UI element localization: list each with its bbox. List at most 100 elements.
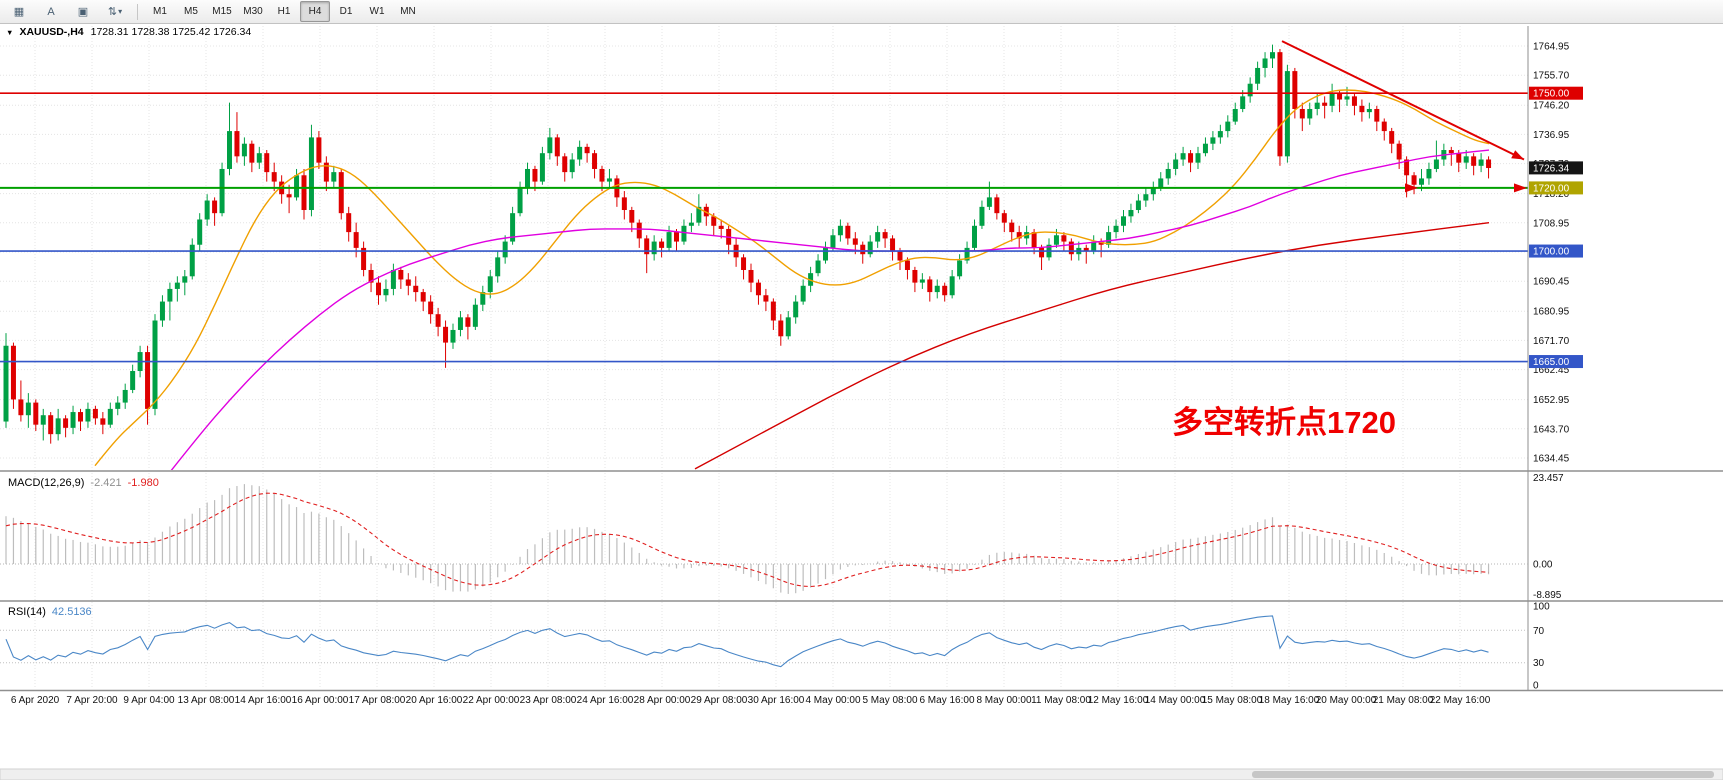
candle-body bbox=[159, 301, 165, 321]
date-label: 13 Apr 08:00 bbox=[178, 695, 235, 706]
price-tick-label: 1662.45 bbox=[1533, 365, 1570, 376]
timeframe-button-m1[interactable]: M1 bbox=[153, 6, 167, 17]
candle-body bbox=[465, 317, 471, 327]
annotation-text[interactable]: 多空转折点1720 bbox=[1172, 405, 1396, 440]
candle-body bbox=[1113, 225, 1119, 233]
candle-body bbox=[539, 153, 545, 182]
arrow-on-1720-line-icon bbox=[1405, 183, 1418, 193]
candle-body bbox=[204, 200, 210, 220]
date-label: 21 May 08:00 bbox=[1373, 695, 1434, 706]
candle-body bbox=[860, 244, 866, 255]
candle-body bbox=[875, 232, 881, 242]
collapse-arrow-icon[interactable]: ▼ bbox=[6, 28, 13, 37]
timeframe-button-mn[interactable]: MN bbox=[400, 6, 416, 17]
timeframe-button-d1[interactable]: D1 bbox=[339, 6, 353, 17]
candle-body bbox=[182, 276, 188, 283]
menu-grid-icon-button[interactable]: ▦ bbox=[4, 1, 34, 22]
candle-body bbox=[1083, 247, 1089, 252]
price-chip bbox=[1529, 244, 1583, 258]
candle-body bbox=[457, 317, 463, 330]
date-label: 20 May 00:00 bbox=[1316, 695, 1377, 706]
candle-body bbox=[800, 285, 806, 302]
candle-body bbox=[435, 314, 441, 327]
candle-body bbox=[1329, 93, 1335, 106]
candle-body bbox=[815, 260, 821, 274]
dropdown-caret-icon: ▾ bbox=[118, 7, 123, 16]
template-icon-button[interactable]: ▣ bbox=[68, 1, 98, 22]
candle-body bbox=[979, 206, 985, 226]
price-chip bbox=[1529, 161, 1583, 175]
candle-body bbox=[1016, 232, 1022, 239]
rsi-panel: RSI(14) 42.5136 bbox=[0, 606, 1528, 668]
rsi-scale-label: 0 bbox=[1533, 681, 1539, 692]
candle-body bbox=[592, 153, 598, 169]
candle-body bbox=[882, 232, 888, 239]
candle-body bbox=[532, 168, 538, 182]
time-axis-strip[interactable] bbox=[0, 691, 1723, 711]
candle-body bbox=[1433, 159, 1439, 169]
timeframe-button-m30[interactable]: M30 bbox=[243, 6, 263, 17]
candle-body bbox=[1344, 96, 1350, 100]
candle-body bbox=[55, 418, 61, 435]
candle-body bbox=[1121, 216, 1126, 226]
candle-body bbox=[115, 402, 121, 409]
candle-body bbox=[174, 282, 180, 289]
date-label: 14 May 00:00 bbox=[1145, 695, 1206, 706]
candle-body bbox=[1478, 159, 1484, 166]
timeframe-button-m5[interactable]: M5 bbox=[184, 6, 198, 17]
hscrollbar-track[interactable] bbox=[0, 768, 1723, 780]
candle-body bbox=[651, 241, 657, 255]
candle-body bbox=[1165, 168, 1171, 179]
timeframe-button-w1[interactable]: W1 bbox=[369, 6, 385, 17]
candle-body bbox=[249, 143, 255, 163]
candle-body bbox=[823, 247, 828, 261]
candle-body bbox=[927, 279, 933, 293]
candle-body bbox=[644, 238, 650, 255]
rsi-name: RSI(14) bbox=[8, 606, 46, 618]
candle-body bbox=[1284, 71, 1290, 157]
text-tool-icon-button[interactable]: A bbox=[36, 1, 66, 22]
macd-label: MACD(12,26,9) -2.421 -1.980 bbox=[8, 477, 159, 489]
candle-body bbox=[145, 352, 151, 409]
price-tick-label: 1643.70 bbox=[1533, 424, 1570, 435]
candle-body bbox=[1001, 213, 1007, 223]
candle-body bbox=[569, 159, 575, 173]
candle-body bbox=[949, 276, 955, 296]
candle-body bbox=[227, 131, 232, 169]
date-label: 14 Apr 16:00 bbox=[235, 695, 292, 706]
candle-body bbox=[100, 418, 106, 425]
price-tick-label: 1708.95 bbox=[1533, 218, 1570, 229]
text-tool-icon: A bbox=[47, 5, 55, 18]
timeframe-button-h4[interactable]: H4 bbox=[300, 1, 330, 22]
hscrollbar-thumb[interactable] bbox=[1252, 771, 1714, 778]
candle-body bbox=[25, 402, 31, 416]
candle-body bbox=[830, 235, 836, 248]
candle-body bbox=[1091, 241, 1097, 252]
candle-body bbox=[577, 146, 583, 160]
candle-body bbox=[778, 320, 784, 337]
candle-body bbox=[331, 172, 337, 182]
date-label: 6 May 16:00 bbox=[919, 695, 974, 706]
macd-value-main: -2.421 bbox=[90, 477, 121, 489]
candle-body bbox=[167, 288, 173, 302]
candle-body bbox=[1374, 108, 1380, 122]
candle-body bbox=[92, 408, 98, 419]
timeframe-button-h1[interactable]: H1 bbox=[277, 6, 291, 17]
candle-body bbox=[1396, 143, 1402, 160]
price-axis-strip[interactable] bbox=[1528, 26, 1723, 691]
candle-body bbox=[964, 247, 970, 261]
timeframe-button-m15[interactable]: M15 bbox=[212, 6, 232, 17]
candle-body bbox=[85, 408, 91, 422]
descending-trendline[interactable] bbox=[1281, 40, 1525, 161]
candle-body bbox=[718, 225, 724, 229]
candle-body bbox=[636, 222, 642, 239]
candle-body bbox=[1135, 200, 1141, 211]
candle-body bbox=[674, 232, 679, 242]
candle-body bbox=[1150, 187, 1156, 195]
candle-body bbox=[234, 131, 240, 157]
scale-toggle-icon-button[interactable]: ⇅ ▾ bbox=[100, 1, 130, 22]
candle-body bbox=[942, 285, 948, 296]
candle-body bbox=[413, 285, 419, 293]
candle-body bbox=[919, 279, 925, 283]
